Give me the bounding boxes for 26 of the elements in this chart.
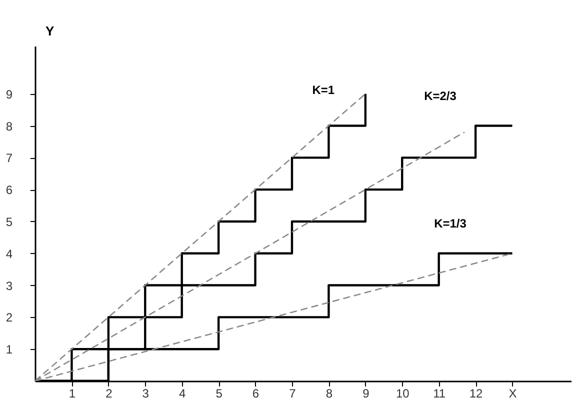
x-tick-label: 5 [216, 386, 223, 400]
text: K=2/3 [424, 88, 457, 103]
text: K=1 [312, 82, 335, 97]
series-label: K=1/3 [434, 216, 467, 230]
x-tick-label: 6 [252, 386, 260, 400]
x-tick-label: 8 [326, 386, 333, 400]
y-tick-label: 4 [6, 246, 13, 261]
x-tick-label: X [508, 386, 517, 400]
y-tick-label: 9 [6, 87, 13, 102]
x-tick-label: 12 [469, 386, 484, 400]
x-tick-label: 4 [179, 386, 186, 400]
x-tick-label: 10 [396, 386, 410, 400]
x-tick-label: 9 [362, 386, 370, 400]
x-tick-label: 3 [142, 386, 150, 400]
y-tick-label: 3 [6, 278, 13, 293]
y-tick-label: 5 [6, 214, 13, 229]
y-tick-label: 7 [6, 151, 13, 166]
x-tick-label: 2 [106, 386, 113, 400]
y-tick-label: 1 [6, 342, 13, 357]
x-tick-label: 1 [68, 386, 76, 400]
y-axis-title: Y [46, 24, 54, 38]
y-tick-label: 8 [6, 119, 13, 134]
y-tick-label: 6 [6, 183, 13, 198]
y-tick-label: 2 [6, 310, 13, 325]
x-tick-label: 11 [433, 386, 446, 400]
x-tick-label: 7 [289, 386, 296, 400]
